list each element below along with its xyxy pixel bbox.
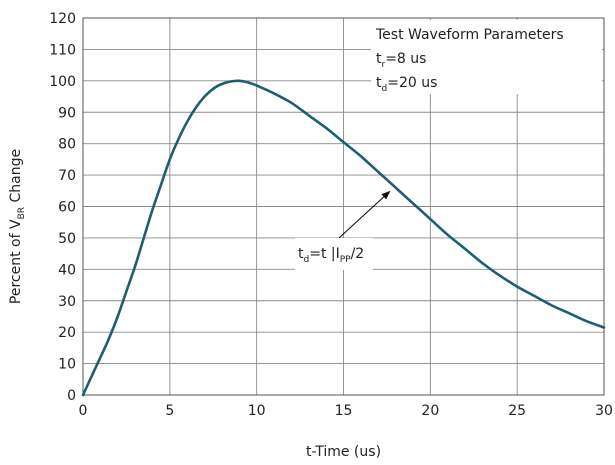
- x-tick-label: 30: [595, 403, 613, 419]
- y-tick-label: 90: [58, 105, 76, 121]
- y-tick-label: 50: [58, 231, 76, 247]
- x-tick-label: 25: [508, 403, 526, 419]
- y-tick-label: 110: [49, 42, 76, 58]
- y-tick-labels: 0 10 20 30 40 50 60 70 80 90 100 110 120: [49, 11, 76, 404]
- y-tick-label: 120: [49, 11, 76, 27]
- y-tick-label: 40: [58, 262, 76, 278]
- x-tick-label: 15: [335, 403, 353, 419]
- annotation-arrowhead: [381, 190, 391, 200]
- x-tick-label: 20: [421, 403, 439, 419]
- waveform-curve: [81, 79, 606, 397]
- y-tick-label: 80: [58, 137, 76, 153]
- plot-frame: [82, 17, 605, 396]
- x-axis-title: t-Time (us): [306, 444, 381, 460]
- x-tick-labels: 0 5 10 15 20 25 30: [79, 403, 613, 419]
- legend-box: [371, 20, 602, 94]
- y-tick-label: 20: [58, 325, 76, 341]
- x-tick-label: 5: [165, 403, 174, 419]
- annotation-background: [295, 238, 373, 270]
- y-tick-label: 70: [58, 168, 76, 184]
- y-tick-label: 30: [58, 294, 76, 310]
- legend-title: Test Waveform Parameters: [375, 27, 564, 43]
- legend-decay-time: td=20 us: [376, 75, 437, 94]
- td-annotation: td=t |IPP/2: [298, 246, 364, 265]
- legend-rise-time: tr=8 us: [376, 51, 426, 70]
- y-axis-title: Percent of VBR Change: [8, 149, 27, 304]
- y-tick-label: 0: [67, 388, 76, 404]
- x-tick-label: 0: [79, 403, 88, 419]
- grid-lines: [83, 18, 604, 395]
- y-tick-label: 60: [58, 200, 76, 216]
- annotation-arrow: [338, 196, 385, 239]
- x-tick-label: 10: [248, 403, 266, 419]
- y-tick-label: 100: [49, 74, 76, 90]
- y-tick-label: 10: [58, 357, 76, 373]
